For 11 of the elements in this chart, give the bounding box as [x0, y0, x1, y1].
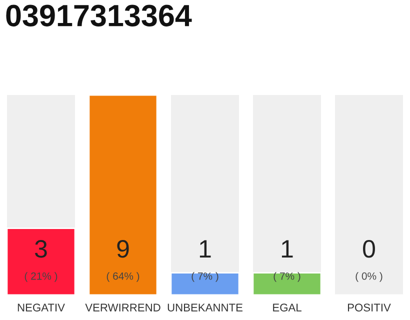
x-tick-label: POSITIV: [348, 304, 391, 312]
x-tick-label: UNBEKANNTE: [168, 304, 242, 312]
x-tick-label: VERWIRREND: [85, 304, 160, 312]
data-label: 0 ( 0% ): [356, 240, 382, 282]
data-label: 1 ( 7% ): [274, 240, 300, 282]
data-label: 9 ( 64% ): [106, 240, 140, 282]
chart-title: 03917313364: [6, 4, 192, 26]
x-tick-label: EGAL: [273, 304, 302, 312]
data-label: 1 ( 7% ): [192, 240, 218, 282]
data-label: 3 ( 21% ): [24, 240, 58, 282]
x-tick-label: NEGATIV: [18, 304, 65, 312]
